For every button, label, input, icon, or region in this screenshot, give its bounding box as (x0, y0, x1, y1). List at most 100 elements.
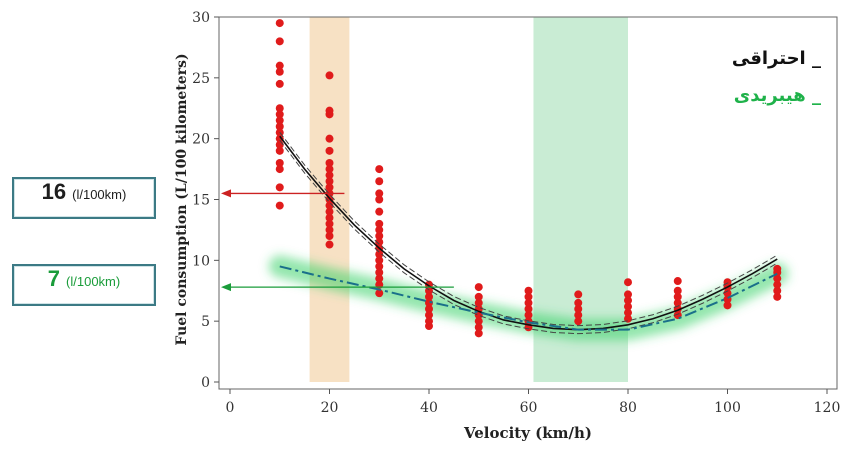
data-point (474, 298, 483, 307)
data-point (474, 329, 483, 338)
data-point (474, 292, 483, 301)
data-point (325, 134, 334, 143)
data-point (325, 171, 334, 180)
data-point (375, 256, 384, 265)
data-point (524, 298, 533, 307)
x-tick-label: 120 (814, 400, 841, 416)
y-axis-label: Fuel consumption (L/100 kilometers) (174, 53, 190, 345)
data-point (375, 189, 384, 198)
data-point (325, 201, 334, 210)
data-point (325, 165, 334, 174)
data-point (325, 106, 334, 115)
data-point (723, 289, 732, 298)
data-point (723, 301, 732, 310)
data-point (524, 292, 533, 301)
data-point (425, 298, 433, 307)
x-tick-label: 20 (321, 400, 339, 416)
data-point (275, 110, 284, 119)
data-point (474, 323, 483, 332)
data-point (574, 305, 583, 313)
data-point (474, 317, 483, 326)
data-point (673, 292, 682, 301)
x-tick-label: 80 (619, 400, 637, 416)
combustion-value-callout: 16 (l/100km) (12, 177, 156, 219)
data-point (375, 289, 384, 298)
data-point (773, 280, 782, 289)
data-point (773, 286, 782, 295)
data-point (375, 274, 384, 283)
data-point (325, 213, 334, 222)
data-point (673, 298, 682, 307)
data-point (574, 311, 583, 320)
data-point (375, 219, 384, 228)
data-point (574, 298, 583, 307)
data-point (275, 122, 284, 131)
data-point (624, 302, 632, 311)
data-point (275, 134, 284, 143)
data-point (574, 290, 583, 299)
data-point (624, 308, 632, 317)
data-point (325, 219, 334, 228)
data-point (474, 283, 483, 292)
data-point (375, 195, 384, 204)
data-point (275, 183, 284, 192)
y-tick-label: 20 (192, 132, 210, 148)
data-point (275, 104, 284, 113)
combustion-ci-upper (279, 131, 778, 327)
y-tick-label: 25 (192, 71, 210, 87)
data-point (425, 292, 433, 301)
data-point (325, 225, 334, 234)
data-point (375, 262, 384, 271)
data-point (325, 146, 334, 155)
data-point (425, 305, 433, 313)
data-point (624, 296, 632, 305)
data-point (773, 274, 782, 283)
y-tick-label: 30 (192, 10, 210, 26)
arrow-7-head (221, 283, 231, 292)
data-point (275, 67, 284, 76)
legend-hybrid: _ هیبریدی (733, 85, 821, 106)
data-point (325, 207, 334, 216)
legend-combustion: _ احتراقی (731, 48, 821, 69)
y-tick-label: 5 (201, 314, 210, 330)
data-point (325, 177, 334, 186)
x-axis-label: Velocity (km/h) (463, 424, 592, 442)
data-point (773, 264, 782, 273)
data-point (375, 165, 384, 174)
hybrid-value: 7 (47, 266, 61, 291)
data-point (275, 19, 284, 28)
arrow-16-head (221, 189, 231, 198)
data-point (275, 79, 284, 88)
data-point (275, 37, 284, 46)
data-point (375, 225, 384, 234)
data-point (524, 286, 533, 295)
data-point (275, 165, 284, 174)
data-point (574, 317, 583, 326)
data-point (275, 116, 284, 125)
data-point (425, 317, 433, 326)
data-point (673, 286, 682, 295)
y-tick-label: 15 (192, 193, 210, 209)
data-point (275, 61, 284, 70)
y-tick-label: 10 (192, 253, 210, 269)
data-point (624, 278, 632, 287)
hybrid-fit-line (279, 265, 778, 331)
data-point (524, 311, 533, 320)
data-point (325, 71, 334, 80)
combustion-value: 16 (41, 179, 67, 204)
x-tick-label: 60 (520, 400, 538, 416)
data-point (375, 232, 384, 240)
data-point (425, 311, 433, 320)
combustion-ci-lower (279, 139, 778, 335)
combustion-fit-line (279, 135, 778, 331)
hybrid-unit: (l/100km) (66, 274, 121, 289)
hybrid-value-callout: 7 (l/100km) (12, 264, 156, 306)
data-point (325, 159, 334, 167)
data-point (375, 238, 384, 247)
data-point (375, 250, 384, 259)
data-point (673, 277, 682, 286)
data-point (275, 201, 284, 210)
y-tick-label: 0 (201, 375, 210, 391)
data-point (375, 207, 384, 216)
data-point (375, 177, 384, 186)
